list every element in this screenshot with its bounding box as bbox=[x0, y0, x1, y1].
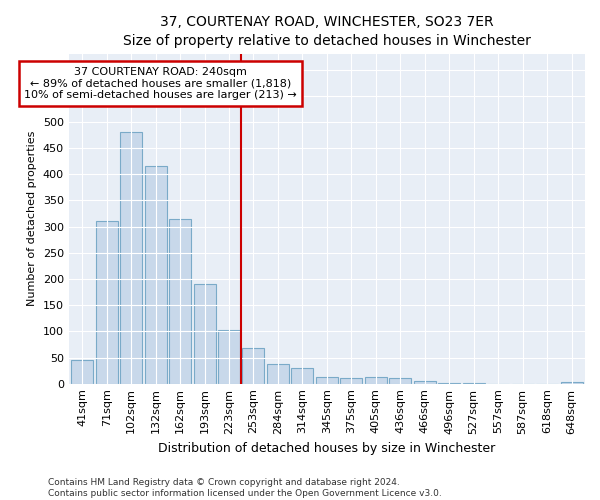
Bar bbox=[389, 378, 411, 384]
Bar bbox=[169, 219, 191, 384]
Title: 37, COURTENAY ROAD, WINCHESTER, SO23 7ER
Size of property relative to detached h: 37, COURTENAY ROAD, WINCHESTER, SO23 7ER… bbox=[123, 15, 531, 48]
Bar bbox=[316, 377, 338, 384]
Bar bbox=[242, 348, 265, 384]
Text: Contains HM Land Registry data © Crown copyright and database right 2024.
Contai: Contains HM Land Registry data © Crown c… bbox=[48, 478, 442, 498]
Bar bbox=[292, 368, 313, 384]
Bar bbox=[145, 166, 167, 384]
Bar bbox=[438, 382, 460, 384]
Bar bbox=[365, 377, 387, 384]
Bar bbox=[71, 360, 93, 384]
Bar bbox=[414, 380, 436, 384]
Bar bbox=[218, 330, 240, 384]
Y-axis label: Number of detached properties: Number of detached properties bbox=[27, 131, 37, 306]
Bar bbox=[560, 382, 583, 384]
X-axis label: Distribution of detached houses by size in Winchester: Distribution of detached houses by size … bbox=[158, 442, 496, 455]
Bar bbox=[340, 378, 362, 384]
Bar bbox=[194, 284, 215, 384]
Bar bbox=[120, 132, 142, 384]
Bar bbox=[95, 222, 118, 384]
Text: 37 COURTENAY ROAD: 240sqm
← 89% of detached houses are smaller (1,818)
10% of se: 37 COURTENAY ROAD: 240sqm ← 89% of detac… bbox=[24, 67, 297, 100]
Bar bbox=[463, 382, 485, 384]
Bar bbox=[267, 364, 289, 384]
